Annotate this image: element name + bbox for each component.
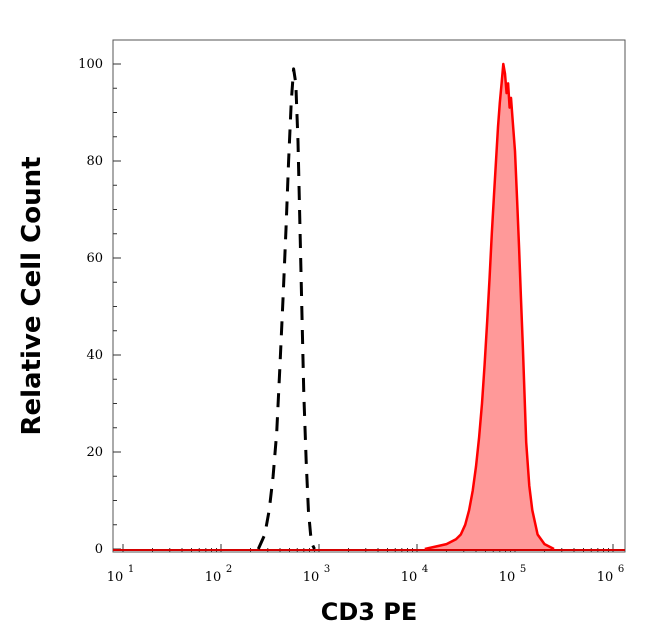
x-axis-ticks: 10 1 10 2 10 3 10 4 10 5 10 6 xyxy=(107,544,624,585)
stained-histogram-fill xyxy=(424,64,554,549)
x-tick-exponent: 2 xyxy=(226,564,232,575)
y-tick-label: 40 xyxy=(86,348,103,363)
x-tick-label: 10 xyxy=(303,570,320,585)
x-tick-label: 10 xyxy=(107,570,124,585)
y-tick-label: 20 xyxy=(86,445,103,460)
y-axis-ticks: 0 20 40 60 80 100 xyxy=(78,57,121,557)
x-axis-title: CD3 PE xyxy=(321,598,418,626)
y-tick-label: 100 xyxy=(78,57,103,72)
y-tick-label: 60 xyxy=(86,251,103,266)
x-tick-label: 10 xyxy=(597,570,614,585)
stained-histogram-line xyxy=(424,62,555,551)
x-tick-label: 10 xyxy=(499,570,516,585)
x-tick-exponent: 5 xyxy=(520,564,526,575)
y-tick-label: 0 xyxy=(95,542,103,557)
control-histogram-line xyxy=(256,67,316,550)
plot-frame xyxy=(112,39,626,553)
x-tick-exponent: 1 xyxy=(128,564,134,575)
x-tick-label: 10 xyxy=(401,570,418,585)
series-layer xyxy=(113,62,625,551)
x-tick-exponent: 3 xyxy=(324,564,330,575)
x-tick-exponent: 6 xyxy=(618,564,624,575)
x-tick-exponent: 4 xyxy=(422,564,428,575)
y-axis-title: Relative Cell Count xyxy=(17,156,47,435)
x-tick-label: 10 xyxy=(205,570,222,585)
y-tick-label: 80 xyxy=(86,154,103,169)
